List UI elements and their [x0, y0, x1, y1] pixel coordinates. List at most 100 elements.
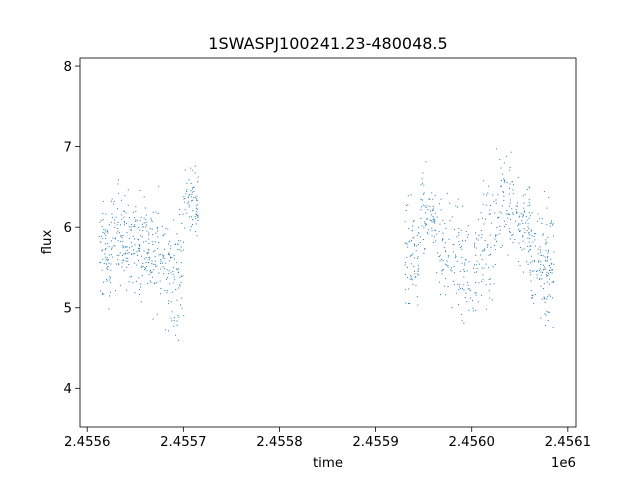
data-point — [136, 250, 138, 252]
data-point — [488, 290, 490, 292]
data-point — [118, 264, 120, 266]
data-point — [135, 280, 137, 282]
data-point — [466, 270, 468, 272]
data-point — [138, 277, 140, 279]
data-point — [124, 195, 126, 197]
data-point — [177, 339, 179, 341]
data-point — [522, 271, 524, 273]
data-point — [505, 213, 507, 215]
data-point — [434, 229, 436, 231]
data-point — [194, 172, 196, 174]
data-point — [490, 246, 492, 248]
data-point — [116, 224, 118, 226]
data-point — [102, 219, 104, 221]
data-point — [545, 260, 547, 262]
data-point — [485, 263, 487, 265]
data-point — [462, 205, 464, 207]
data-point — [145, 221, 147, 223]
data-point — [481, 267, 483, 269]
data-point — [100, 241, 102, 243]
data-point — [145, 257, 147, 259]
data-point — [192, 187, 194, 189]
data-point — [171, 311, 173, 313]
data-point — [182, 241, 184, 243]
data-point — [140, 267, 142, 269]
data-point — [122, 254, 124, 256]
data-point — [161, 262, 163, 264]
y-tick-label: 6 — [64, 221, 72, 236]
data-point — [495, 199, 497, 201]
data-point — [431, 192, 433, 194]
data-point — [463, 284, 465, 286]
data-point — [549, 223, 551, 225]
data-point — [118, 254, 120, 256]
data-point — [188, 179, 190, 181]
data-point — [442, 260, 444, 262]
data-point — [433, 221, 435, 223]
data-point — [546, 298, 548, 300]
data-point — [117, 230, 119, 232]
data-point — [169, 256, 171, 258]
data-point — [509, 231, 511, 233]
data-point — [422, 193, 424, 195]
data-point — [101, 292, 103, 294]
data-point — [412, 279, 414, 281]
data-point — [453, 272, 455, 274]
data-point — [474, 244, 476, 246]
data-point — [421, 225, 423, 227]
data-point — [171, 256, 173, 258]
data-point — [190, 196, 192, 198]
data-point — [489, 283, 491, 285]
data-point — [528, 232, 530, 234]
data-point — [155, 232, 157, 234]
data-point — [477, 239, 479, 241]
data-point — [155, 266, 157, 268]
data-point — [467, 234, 469, 236]
data-point — [512, 213, 514, 215]
data-point — [111, 213, 113, 215]
x-tick-label: 2.4558 — [256, 435, 303, 450]
data-point — [162, 257, 164, 259]
data-point — [146, 230, 148, 232]
data-point — [112, 237, 114, 239]
data-point — [108, 295, 110, 297]
data-point — [528, 241, 530, 243]
data-point — [140, 255, 142, 257]
data-point — [149, 270, 151, 272]
data-point — [143, 222, 145, 224]
data-point — [113, 200, 115, 202]
data-point — [464, 259, 466, 261]
data-point — [192, 219, 194, 221]
data-point — [446, 192, 448, 194]
data-point — [459, 284, 461, 286]
data-point — [109, 291, 111, 293]
data-point — [159, 293, 161, 295]
data-point — [151, 276, 153, 278]
data-point — [131, 275, 133, 277]
data-point — [110, 240, 112, 242]
data-point — [522, 216, 524, 218]
data-point — [116, 232, 118, 234]
data-point — [432, 218, 434, 220]
data-point — [173, 219, 175, 221]
data-point — [179, 276, 181, 278]
data-point — [523, 202, 525, 204]
data-point — [109, 277, 111, 279]
data-point — [458, 304, 460, 306]
data-point — [502, 191, 504, 193]
data-point — [197, 208, 199, 210]
data-point — [439, 254, 441, 256]
data-point — [124, 222, 126, 224]
data-point — [105, 263, 107, 265]
data-point — [512, 242, 514, 244]
data-point — [186, 191, 188, 193]
data-point — [547, 257, 549, 259]
data-point — [165, 278, 167, 280]
data-point — [547, 255, 549, 257]
data-point — [461, 248, 463, 250]
data-point — [194, 196, 196, 198]
data-point — [134, 224, 136, 226]
data-point — [452, 243, 454, 245]
data-point — [451, 267, 453, 269]
